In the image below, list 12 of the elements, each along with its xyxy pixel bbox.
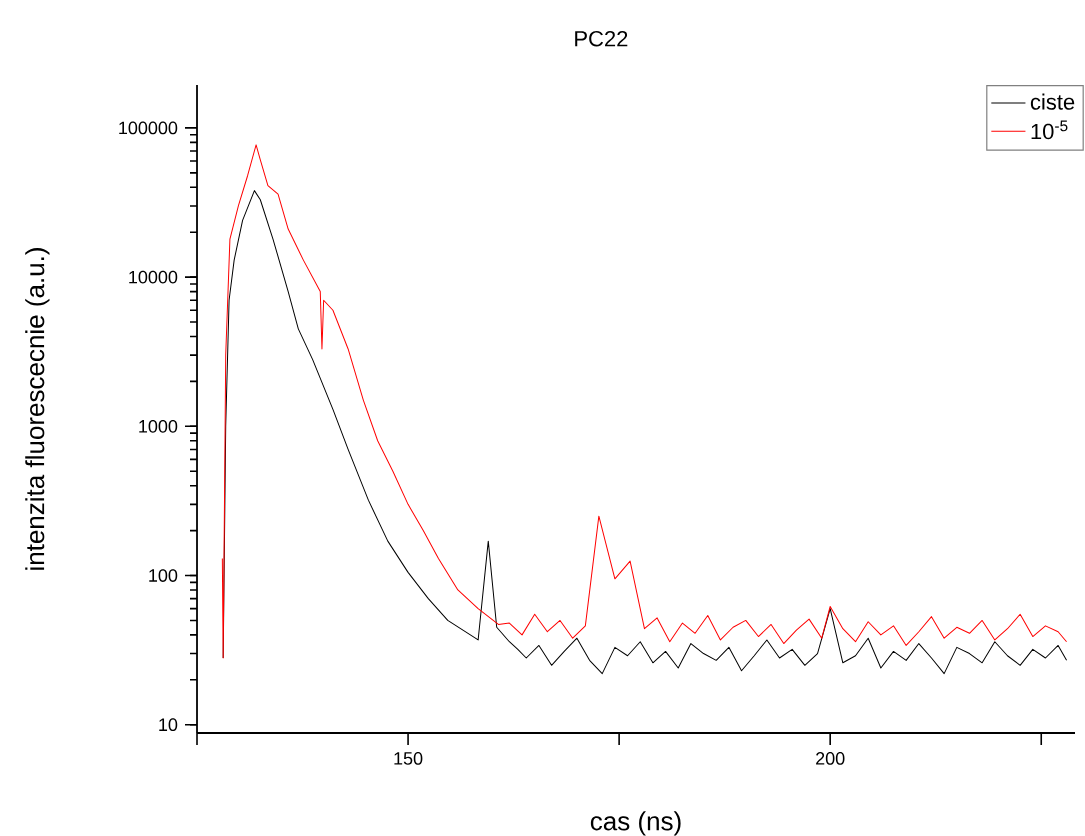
legend-label: ciste	[1030, 93, 1075, 110]
y-tick-label: 100	[149, 569, 178, 582]
x-axis-title: cas (ns)	[590, 811, 681, 836]
chart-title: PC22	[575, 30, 628, 47]
x-tick-label: 200	[816, 752, 845, 765]
y-tick-label: 1000	[139, 419, 178, 433]
legend-label: 10$^{-5}$	[1031, 120, 1068, 140]
x-tick-label: 150	[394, 752, 423, 765]
y-tick-label: 10000	[129, 270, 178, 284]
y-tick-label: 100000	[119, 121, 178, 135]
y-tick-label: 10	[159, 718, 178, 732]
y-axis-title: intenzita fluorescecnie (a.u.)	[25, 248, 50, 570]
